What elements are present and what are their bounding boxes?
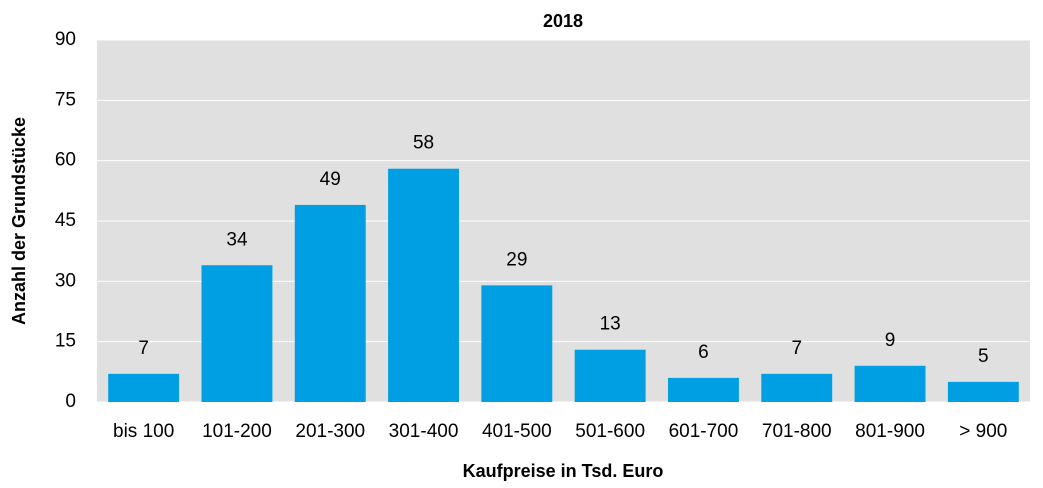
x-axis-label: Kaufpreise in Tsd. Euro [463,461,664,481]
bar [201,265,273,402]
x-tick-label: 801-900 [855,421,925,442]
bar [294,204,366,402]
bar [388,168,460,402]
data-label: 9 [885,330,896,351]
data-label: 7 [791,338,802,359]
bar [854,365,926,402]
x-tick-label: 701-800 [762,421,832,442]
bar [667,377,739,402]
y-tick-label: 90 [55,29,76,50]
data-label: 7 [138,338,149,359]
data-label: 5 [978,346,989,367]
bar [481,285,553,402]
x-tick-label: 401-500 [482,421,552,442]
chart-title: 2018 [543,11,583,31]
x-tick-label: 301-400 [389,421,459,442]
data-label: 58 [413,133,434,154]
bar [761,373,833,402]
x-tick-label: > 900 [959,421,1007,442]
y-axis-label: Anzahl der Grundstücke [9,117,29,325]
bar [947,381,1019,402]
x-tick-label: 101-200 [202,421,272,442]
y-tick-label: 0 [65,391,76,412]
data-label: 34 [226,229,248,250]
x-tick-label: bis 100 [113,421,174,442]
x-tick-label: 501-600 [575,421,645,442]
data-label: 13 [600,314,621,335]
y-tick-label: 60 [55,150,76,171]
y-tick-label: 75 [55,89,76,110]
y-tick-label: 15 [55,331,76,352]
y-tick-label: 45 [55,210,76,231]
data-label: 6 [698,342,709,363]
y-tick-label: 30 [55,270,76,291]
data-label: 49 [320,169,341,190]
x-tick-label: 601-700 [669,421,739,442]
data-label: 29 [506,249,527,270]
bar [108,373,180,402]
x-tick-label: 201-300 [295,421,365,442]
bar [574,349,646,402]
